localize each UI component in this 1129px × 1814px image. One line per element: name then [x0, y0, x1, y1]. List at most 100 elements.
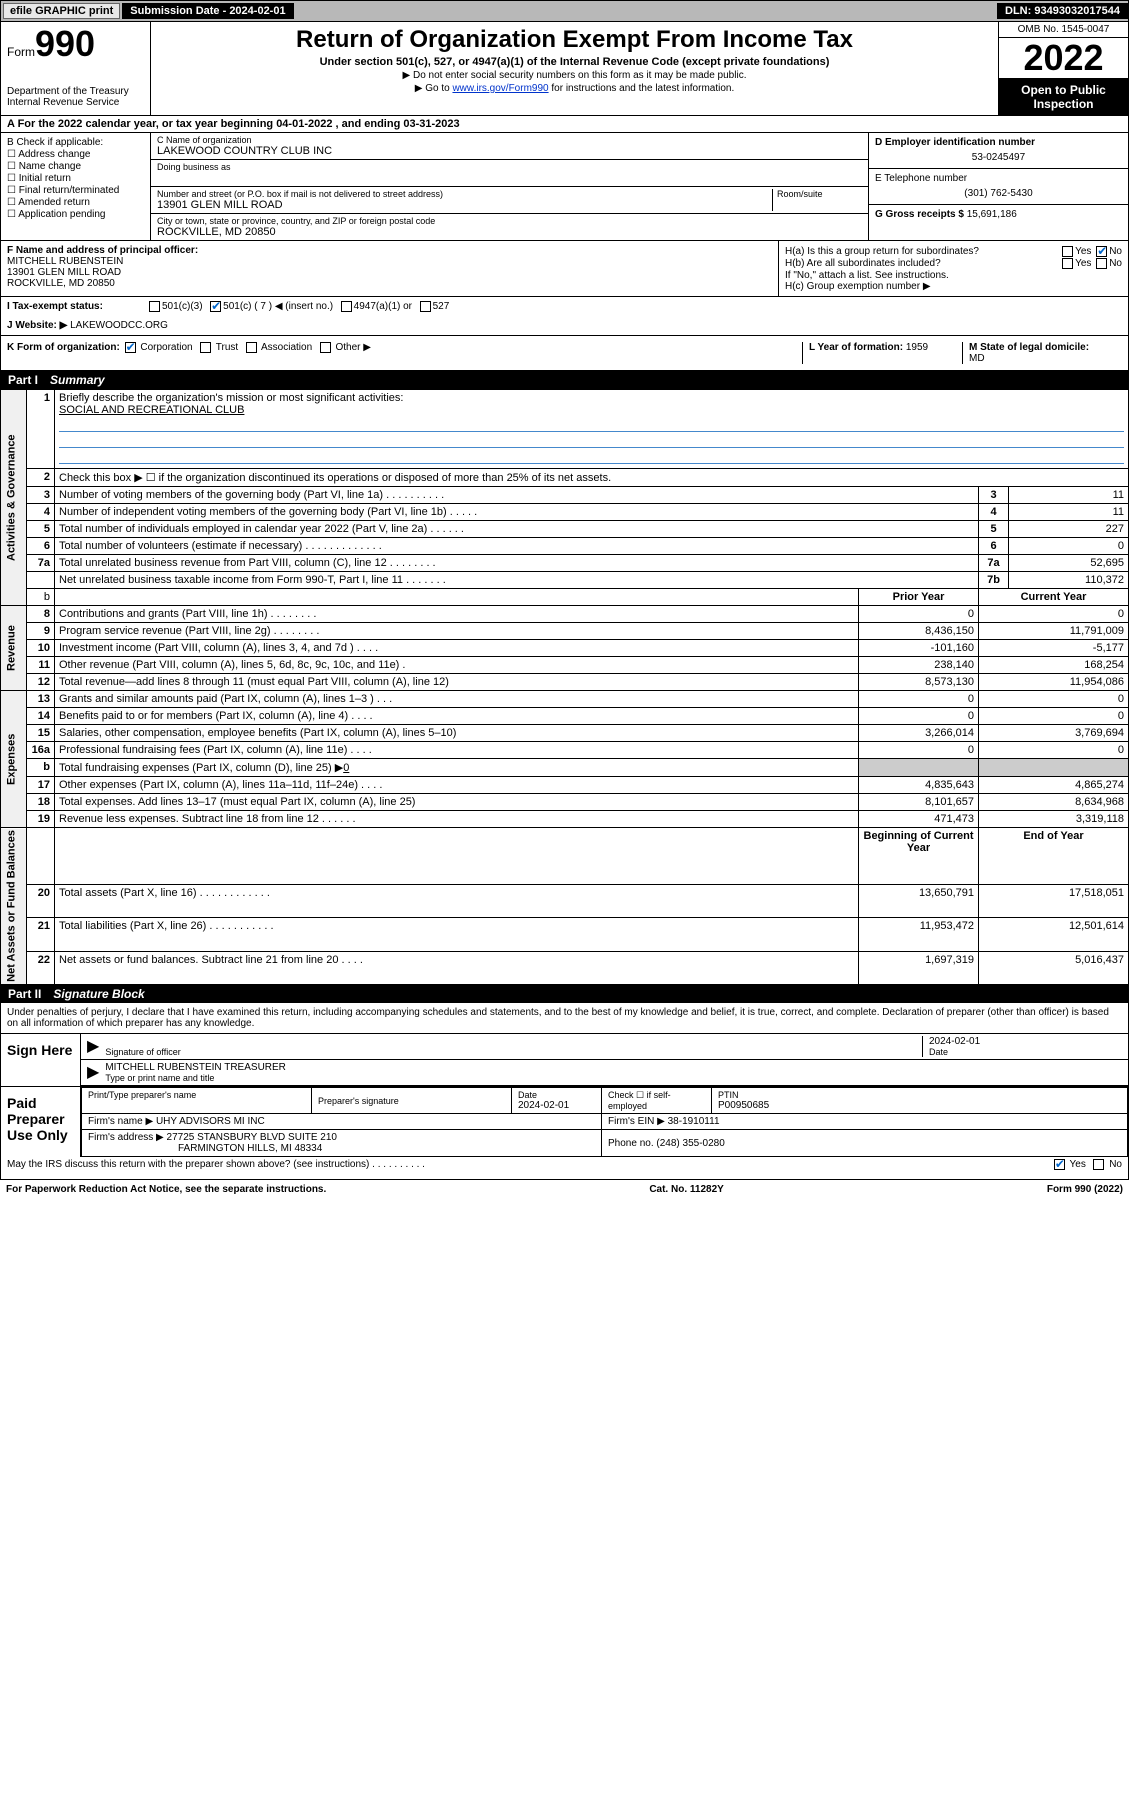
section-b-label: B Check if applicable:: [7, 137, 103, 148]
l-label: L Year of formation:: [809, 342, 903, 353]
org-name: LAKEWOOD COUNTRY CLUB INC: [157, 145, 862, 157]
l11: Other revenue (Part VIII, column (A), li…: [55, 657, 859, 674]
part1-num: Part I: [8, 373, 50, 387]
line-a: A For the 2022 calendar year, or tax yea…: [0, 116, 1129, 133]
side-expenses: Expenses: [1, 691, 27, 828]
ein-label: D Employer identification number: [875, 137, 1122, 148]
arrow-icon: ▶: [87, 1062, 99, 1083]
tax-year: 2022: [999, 38, 1128, 78]
irs-link[interactable]: www.irs.gov/Form990: [452, 83, 548, 94]
l20: Total assets (Part X, line 16) . . . . .…: [55, 885, 859, 918]
sign-here-label: Sign Here: [1, 1034, 81, 1086]
k-trust[interactable]: [200, 342, 211, 353]
header-center: Return of Organization Exempt From Incom…: [151, 22, 998, 115]
sig-date-label: Date: [929, 1047, 1116, 1057]
section-klm: K Form of organization: Corporation Trus…: [0, 336, 1129, 371]
l7a: Total unrelated business revenue from Pa…: [55, 555, 979, 572]
ck-amended[interactable]: ☐ Amended return: [7, 197, 144, 208]
hb-label: H(b) Are all subordinates included?: [785, 258, 941, 269]
p10: -101,160: [859, 640, 979, 657]
ck-final[interactable]: ☐ Final return/terminated: [7, 185, 144, 196]
signature-block: Under penalties of perjury, I declare th…: [0, 1003, 1129, 1180]
preparer-table: Print/Type preparer's name Preparer's si…: [81, 1087, 1128, 1157]
form-title: Return of Organization Exempt From Incom…: [159, 26, 990, 54]
ck-pending[interactable]: ☐ Application pending: [7, 209, 144, 220]
l1-label: Briefly describe the organization's miss…: [59, 392, 403, 404]
ck-name[interactable]: ☐ Name change: [7, 161, 144, 172]
website: LAKEWOODCC.ORG: [70, 320, 168, 331]
discuss-text: May the IRS discuss this return with the…: [7, 1159, 1052, 1177]
discuss-no[interactable]: [1093, 1159, 1104, 1170]
firm-ein-label: Firm's EIN ▶: [608, 1116, 665, 1127]
summary-table: Activities & Governance 1 Briefly descri…: [0, 389, 1129, 985]
efile-button[interactable]: efile GRAPHIC print: [3, 3, 120, 19]
block-bcdeg: B Check if applicable: ☐ Address change …: [0, 133, 1129, 241]
gross-label: G Gross receipts $: [875, 209, 964, 220]
l17: Other expenses (Part IX, column (A), lin…: [55, 777, 859, 794]
c16a: 0: [979, 742, 1129, 759]
i-501c3[interactable]: [149, 301, 160, 312]
i-527[interactable]: [420, 301, 431, 312]
ck-initial[interactable]: ☐ Initial return: [7, 173, 144, 184]
org-name-label: C Name of organization: [157, 135, 862, 145]
p14: 0: [859, 708, 979, 725]
l6: Total number of volunteers (estimate if …: [55, 538, 979, 555]
city-state-zip: ROCKVILLE, MD 20850: [157, 226, 862, 238]
prep-c1: Print/Type preparer's name: [88, 1090, 305, 1100]
side-activities: Activities & Governance: [1, 390, 27, 606]
c20: 17,518,051: [979, 885, 1129, 918]
ha-no[interactable]: [1096, 246, 1107, 257]
l13: Grants and similar amounts paid (Part IX…: [55, 691, 859, 708]
dln: DLN: 93493032017544: [997, 3, 1128, 19]
p21: 11,953,472: [859, 918, 979, 951]
p9: 8,436,150: [859, 623, 979, 640]
i-4947[interactable]: [341, 301, 352, 312]
year-formation: 1959: [906, 342, 928, 353]
k-other[interactable]: [320, 342, 331, 353]
section-j: J Website: ▶ LAKEWOODCC.ORG: [0, 316, 1129, 336]
end-hdr: End of Year: [979, 828, 1129, 885]
part2-name: Signature Block: [53, 987, 144, 1001]
firm-phone-label: Phone no.: [608, 1138, 654, 1149]
hb-yes[interactable]: [1062, 258, 1073, 269]
l19: Revenue less expenses. Subtract line 18 …: [55, 811, 859, 828]
dept-label: Department of the Treasury: [7, 86, 144, 97]
top-toolbar: efile GRAPHIC print Submission Date - 20…: [0, 0, 1129, 22]
c9: 11,791,009: [979, 623, 1129, 640]
firm-addr-label: Firm's address ▶: [88, 1132, 164, 1143]
k-corp[interactable]: [125, 342, 136, 353]
v7b: 110,372: [1009, 572, 1129, 589]
note2-post: for instructions and the latest informat…: [549, 83, 735, 94]
city-label: City or town, state or province, country…: [157, 216, 862, 226]
ha-yes[interactable]: [1062, 246, 1073, 257]
ptin: P00950685: [718, 1100, 1121, 1111]
hb-no[interactable]: [1096, 258, 1107, 269]
l4: Number of independent voting members of …: [55, 504, 979, 521]
p15: 3,266,014: [859, 725, 979, 742]
c18: 8,634,968: [979, 794, 1129, 811]
k-assoc[interactable]: [246, 342, 257, 353]
section-b: B Check if applicable: ☐ Address change …: [1, 133, 151, 240]
firm-addr2: FARMINGTON HILLS, MI 48334: [178, 1143, 322, 1154]
form-subtitle: Under section 501(c), 527, or 4947(a)(1)…: [159, 56, 990, 68]
state-domicile: MD: [969, 353, 985, 364]
ck-address[interactable]: ☐ Address change: [7, 149, 144, 160]
l18: Total expenses. Add lines 13–17 (must eq…: [55, 794, 859, 811]
l10: Investment income (Part VIII, column (A)…: [55, 640, 859, 657]
v6: 0: [1009, 538, 1129, 555]
l22: Net assets or fund balances. Subtract li…: [55, 951, 859, 984]
phone-label: E Telephone number: [875, 173, 1122, 184]
submission-date: Submission Date - 2024-02-01: [122, 3, 293, 19]
i-501c[interactable]: [210, 301, 221, 312]
v5: 227: [1009, 521, 1129, 538]
page-footer: For Paperwork Reduction Act Notice, see …: [0, 1180, 1129, 1199]
l21: Total liabilities (Part X, line 26) . . …: [55, 918, 859, 951]
p13: 0: [859, 691, 979, 708]
dba-label: Doing business as: [157, 162, 862, 172]
part2-header: Part II Signature Block: [0, 985, 1129, 1003]
discuss-yes[interactable]: [1054, 1159, 1065, 1170]
c22: 5,016,437: [979, 951, 1129, 984]
firm-addr1: 27725 STANSBURY BLVD SUITE 210: [167, 1132, 337, 1143]
phone: (301) 762-5430: [875, 188, 1122, 199]
l16a: Professional fundraising fees (Part IX, …: [55, 742, 859, 759]
